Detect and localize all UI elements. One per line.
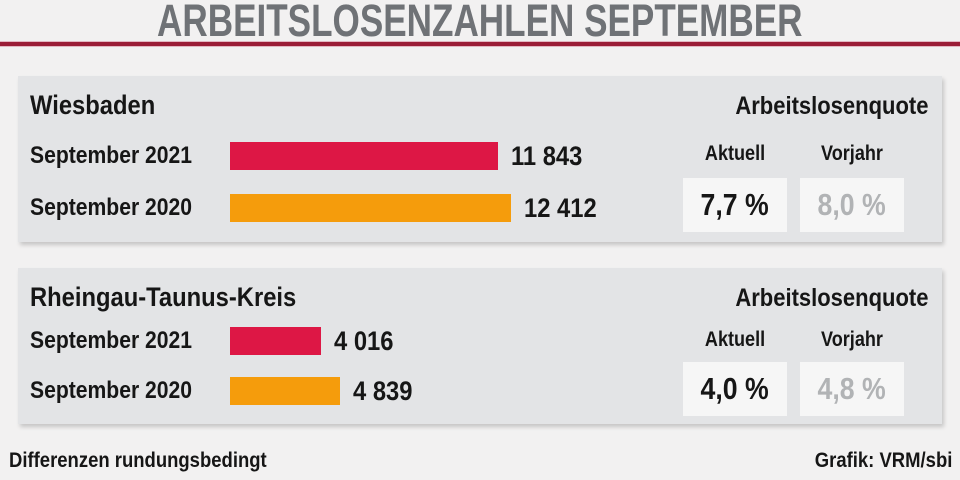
bar-label: September 2020 (30, 194, 193, 221)
bar-label: September 2020 (30, 377, 193, 404)
region-title: Wiesbaden (30, 90, 156, 120)
quote-value-aktuell: 4,0 % (683, 362, 787, 416)
bar-row-2020: September 2020 12 412 (30, 190, 930, 226)
bar-2020 (230, 377, 340, 405)
bar-value: 12 412 (524, 192, 597, 223)
bar-row-2020: September 2020 4 839 (30, 373, 930, 409)
page-title: ARBEITSLOSENZAHLEN SEPTEMBER (157, 0, 803, 46)
bar-label: September 2021 (30, 142, 193, 169)
quote-value-vorjahr: 4,8 % (800, 362, 904, 416)
panel-rheingau-taunus-kreis: Rheingau-Taunus-Kreis Arbeitslosenquote … (18, 268, 942, 424)
bar-row-2021: September 2021 4 016 (30, 323, 930, 359)
title-divider (0, 42, 960, 46)
panel-wiesbaden: Wiesbaden Arbeitslosenquote September 20… (18, 76, 942, 242)
bar-value: 11 843 (511, 140, 583, 171)
quote-value-aktuell: 7,7 % (683, 178, 787, 232)
bar-label: September 2021 (30, 327, 193, 354)
quote-header: Arbeitslosenquote (734, 284, 928, 312)
quote-value-vorjahr: 8,0 % (800, 178, 904, 232)
bar-value: 4 839 (353, 375, 413, 406)
vorjahr-column-label: Vorjahr (821, 328, 883, 351)
credit: Grafik: VRM/sbi (814, 449, 952, 472)
aktuell-column-label: Aktuell (704, 142, 766, 165)
quote-header: Arbeitslosenquote (734, 92, 928, 120)
bar-row-2021: September 2021 11 843 (30, 138, 930, 174)
footnote: Differenzen rundungsbedingt (9, 449, 267, 472)
bar-2020 (230, 194, 511, 222)
aktuell-column-label: Aktuell (704, 328, 766, 351)
bar-value: 4 016 (334, 325, 394, 356)
vorjahr-column-label: Vorjahr (821, 142, 883, 165)
bar-2021 (230, 327, 321, 355)
region-title: Rheingau-Taunus-Kreis (30, 282, 297, 312)
bar-2021 (230, 142, 498, 170)
